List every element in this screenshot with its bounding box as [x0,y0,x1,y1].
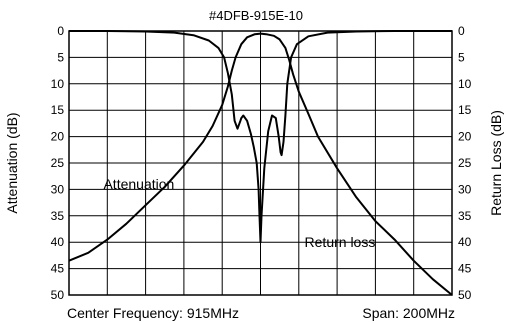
y-tick-label-left: 25 [51,156,65,170]
y-tick-label-left: 5 [57,50,64,64]
chart-grid [69,31,452,295]
y-tick-label-right: 35 [458,209,472,223]
chart-title: #4DFB-915E-10 [209,8,303,23]
y-tick-labels: 0 0 5 5 10 10 15 15 20 20 25 25 30 30 35 35 40 40 45 45 50 50 [51,24,472,302]
y-tick-label-right: 25 [458,156,472,170]
y-tick-label-right: 50 [458,288,472,302]
plot-frame [68,30,453,296]
y-tick-label-right: 15 [458,103,472,117]
y-tick-label-left: 15 [51,103,65,117]
annotation-return-loss: Return loss [305,234,376,250]
y-tick-label-right: 10 [458,77,472,91]
annotation-attenuation: Attenuation [103,176,174,192]
y-tick-label-right: 45 [458,262,472,276]
chart-annotations: Attenuation Return loss [103,176,375,250]
chart-series-layer [68,30,453,296]
y-tick-label-left: 40 [51,235,65,249]
y-tick-label-left: 10 [51,77,65,91]
y-tick-label-right: 0 [458,24,465,38]
y-tick-label-left: 35 [51,209,65,223]
series-line-return-loss [69,30,452,244]
y-tick-label-left: 30 [51,182,65,196]
y-tick-label-left: 45 [51,262,65,276]
y-tick-label-left: 0 [57,24,64,38]
series-line-attenuation [68,32,453,296]
y-axis-label-right: Return Loss (dB) [488,110,504,216]
y-tick-label-right: 5 [458,50,465,64]
y-axis-label-left: Attenuation (dB) [4,112,20,213]
y-tick-label-left: 20 [51,130,65,144]
footer-center-frequency: Center Frequency: 915MHz [67,305,239,321]
y-tick-label-right: 30 [458,182,472,196]
y-tick-label-right: 20 [458,130,472,144]
y-tick-label-left: 50 [51,288,65,302]
footer-span: Span: 200MHz [362,305,455,321]
y-tick-label-right: 40 [458,235,472,249]
